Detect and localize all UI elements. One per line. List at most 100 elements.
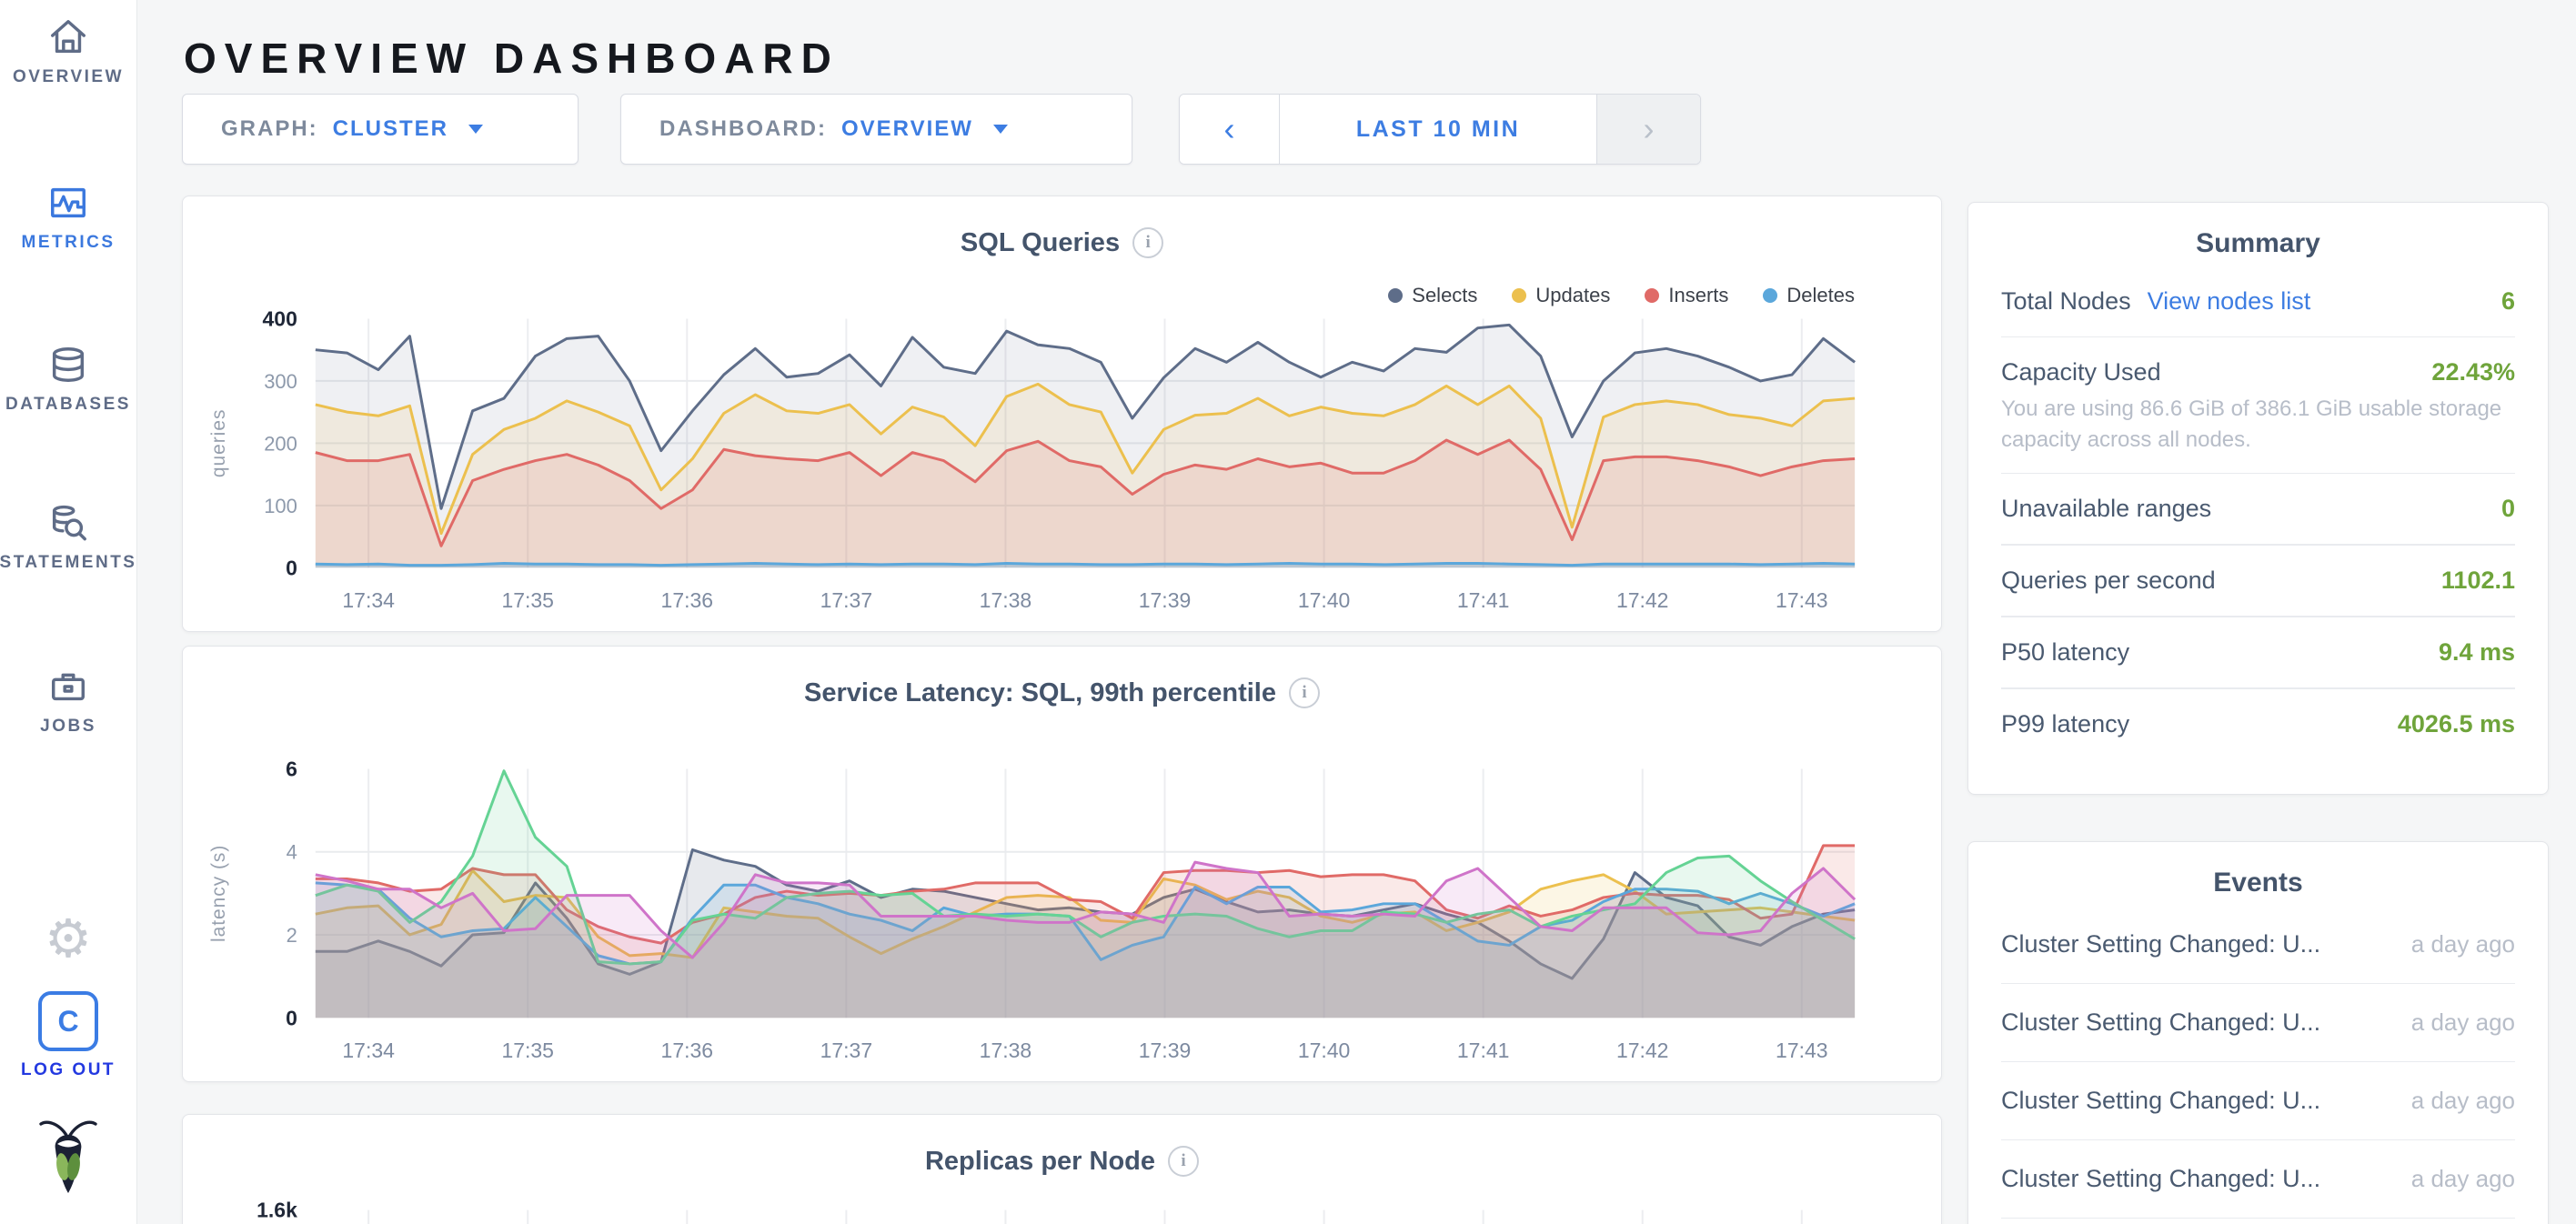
legend-label: Deletes: [1786, 284, 1855, 306]
home-icon: [51, 20, 86, 54]
svg-text:17:39: 17:39: [1139, 588, 1191, 612]
svg-text:17:35: 17:35: [501, 588, 553, 612]
capacity-note: You are using 86.6 GiB of 386.1 GiB usab…: [2001, 396, 2502, 452]
p50-latency-value: 9.4 ms: [2438, 638, 2515, 667]
chart-card-service-latency: Service Latency: SQL, 99th percentile i …: [182, 646, 1942, 1082]
legend-item: Inserts: [1645, 284, 1728, 307]
sidebar-item-label: METRICS: [21, 233, 116, 252]
svg-text:17:35: 17:35: [501, 1038, 553, 1062]
replicas-per-node-chart[interactable]: 17:3417:3517:3617:3717:3817:3917:4017:41…: [183, 1115, 1941, 1224]
time-window-label[interactable]: LAST 10 MIN: [1280, 95, 1596, 164]
dashboard-dropdown[interactable]: DASHBOARD: OVERVIEW: [620, 94, 1132, 165]
summary-row-p99: P99 latency 4026.5 ms: [2001, 688, 2515, 759]
svg-text:17:36: 17:36: [661, 588, 713, 612]
chevron-down-icon: [468, 125, 484, 134]
summary-title: Summary: [2196, 228, 2320, 258]
databases-icon: [52, 347, 85, 382]
svg-text:0: 0: [286, 1006, 297, 1029]
svg-text:17:43: 17:43: [1776, 588, 1827, 612]
svg-text:400: 400: [263, 306, 297, 330]
event-row[interactable]: Cluster Setting Changed: U... a day ago: [2001, 1140, 2515, 1219]
legend-dot-icon: [1645, 288, 1660, 303]
svg-text:17:41: 17:41: [1457, 588, 1509, 612]
svg-text:17:38: 17:38: [980, 588, 1031, 612]
event-row[interactable]: Cluster Setting Changed: U... a day ago: [2001, 906, 2515, 984]
chart-card-sql-queries: SQL Queries i Selects Updates Inserts Delet…: [182, 196, 1942, 632]
svg-text:17:42: 17:42: [1616, 588, 1668, 612]
svg-text:17:37: 17:37: [820, 1038, 872, 1062]
legend-label: Updates: [1535, 284, 1611, 306]
sql-queries-chart[interactable]: 17:34 17:35 17:36 17:37 17:38 17:39 17:40 17:41…: [183, 196, 1941, 631]
svg-text:4: 4: [287, 841, 297, 864]
chart-card-replicas-per-node: Replicas per Node i 17:3417:3517:3617:37…: [182, 1114, 1942, 1224]
summary-row-capacity: Capacity Used 22.43% You are using 86.6 …: [2001, 337, 2515, 475]
svg-text:17:40: 17:40: [1298, 1038, 1350, 1062]
legend-dot-icon: [1512, 288, 1527, 303]
event-row[interactable]: Cluster Setting Changed: U... a day ago: [2001, 1219, 2515, 1224]
logout-icon: C: [38, 991, 98, 1051]
svg-text:17:37: 17:37: [820, 588, 872, 612]
sidebar-item-settings[interactable]: ⚙: [0, 913, 136, 966]
graph-dropdown-value: CLUSTER: [332, 116, 449, 141]
info-icon[interactable]: i: [1132, 227, 1164, 258]
svg-text:1.6k: 1.6k: [257, 1199, 297, 1222]
svg-text:17:34: 17:34: [342, 588, 395, 612]
time-window-prev-button[interactable]: ‹: [1180, 95, 1280, 164]
sidebar-item-overview[interactable]: OVERVIEW: [0, 16, 136, 87]
svg-text:17:41: 17:41: [1457, 1038, 1509, 1062]
logout-label: LOG OUT: [20, 1060, 116, 1079]
svg-text:17:34: 17:34: [342, 1038, 395, 1062]
statements-icon: [52, 505, 86, 541]
total-nodes-value: 6: [2501, 287, 2515, 315]
time-window-next-button[interactable]: ›: [1596, 95, 1700, 164]
qps-value: 1102.1: [2440, 567, 2515, 595]
events-title: Events: [2213, 868, 2303, 898]
chart-title: Replicas per Node: [924, 1146, 1156, 1176]
chart-title: Service Latency: SQL, 99th percentile: [804, 677, 1276, 707]
legend-label: Selects: [1412, 284, 1478, 306]
sidebar-item-jobs[interactable]: JOBS: [0, 666, 136, 737]
legend-item: Deletes: [1763, 284, 1855, 307]
summary-row-p50: P50 latency 9.4 ms: [2001, 617, 2515, 689]
sidebar-item-statements[interactable]: STATEMENTS: [0, 502, 136, 573]
summary-row-total-nodes: Total Nodes View nodes list 6: [2001, 266, 2515, 337]
info-icon[interactable]: i: [1168, 1146, 1200, 1177]
sql-legend: Selects Updates Inserts Deletes: [1388, 284, 1855, 307]
svg-text:6: 6: [286, 757, 297, 780]
svg-text:17:39: 17:39: [1139, 1038, 1191, 1062]
p99-latency-value: 4026.5 ms: [2397, 710, 2515, 738]
svg-text:17:42: 17:42: [1616, 1038, 1668, 1062]
graph-dropdown-label: GRAPH:: [221, 116, 318, 141]
graph-dropdown[interactable]: GRAPH: CLUSTER: [182, 94, 579, 165]
dashboard-dropdown-label: DASHBOARD:: [659, 116, 827, 141]
legend-item: Selects: [1388, 284, 1477, 307]
event-row[interactable]: Cluster Setting Changed: U... a day ago: [2001, 1062, 2515, 1140]
event-row[interactable]: Cluster Setting Changed: U... a day ago: [2001, 984, 2515, 1062]
svg-text:17:36: 17:36: [661, 1038, 713, 1062]
sidebar-item-databases[interactable]: DATABASES: [0, 344, 136, 415]
sidebar-item-label: JOBS: [40, 717, 96, 736]
info-icon[interactable]: i: [1288, 677, 1320, 708]
dashboard-dropdown-value: OVERVIEW: [841, 116, 973, 141]
summary-panel: Summary Total Nodes View nodes list 6 Ca…: [1967, 202, 2549, 795]
chart-title: SQL Queries: [960, 227, 1121, 257]
view-nodes-link[interactable]: View nodes list: [2147, 287, 2311, 315]
sidebar-logo[interactable]: [0, 1115, 136, 1199]
svg-text:100: 100: [264, 495, 297, 517]
legend-dot-icon: [1388, 288, 1404, 303]
events-panel: Events Cluster Setting Changed: U... a d…: [1967, 841, 2549, 1224]
svg-text:17:43: 17:43: [1776, 1038, 1827, 1062]
legend-item: Updates: [1512, 284, 1610, 307]
capacity-used-value: 22.43%: [2431, 358, 2515, 386]
svg-text:queries: queries: [208, 409, 229, 478]
service-latency-chart[interactable]: 17:34 17:35 17:36 17:37 17:38 17:39 17:40 17:41…: [183, 647, 1941, 1081]
sidebar: OVERVIEW METRICS DATABASES STATEMENTS: [0, 0, 137, 1224]
svg-text:2: 2: [287, 924, 297, 947]
sidebar-item-label: STATEMENTS: [0, 553, 137, 572]
gear-icon: ⚙: [45, 909, 92, 968]
cockroach-logo-icon: [39, 1120, 97, 1193]
sidebar-item-logout[interactable]: C LOG OUT: [0, 991, 136, 1080]
legend-label: Inserts: [1668, 284, 1729, 306]
sidebar-item-label: OVERVIEW: [12, 67, 125, 86]
sidebar-item-metrics[interactable]: METRICS: [0, 182, 136, 253]
